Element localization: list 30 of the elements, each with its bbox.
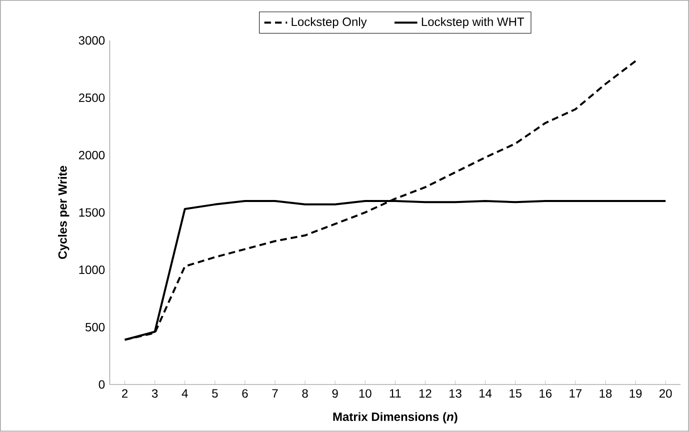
x-tick-label: 16 <box>540 389 552 398</box>
x-tick-label: 20 <box>660 389 672 398</box>
x-tick-label: 14 <box>480 389 492 398</box>
y-axis-title: Cycles per Write <box>58 166 70 260</box>
x-tick-label: 8 <box>302 389 308 398</box>
y-tick-label: 1500 <box>79 208 105 217</box>
x-tick-label: 11 <box>390 389 401 398</box>
x-tick-label: 17 <box>570 389 582 398</box>
x-tick-label: 18 <box>600 389 612 398</box>
x-tick-label: 5 <box>212 389 218 398</box>
y-tick-label: 500 <box>86 323 105 332</box>
y-tick-label: 1000 <box>79 266 105 274</box>
x-tick-label: 10 <box>359 389 372 398</box>
x-axis-title: Matrix Dimensions (n) <box>333 412 458 424</box>
x-tick-label: 3 <box>152 389 158 398</box>
y-tick-label: 3000 <box>78 36 105 45</box>
y-tick-label: 2500 <box>78 94 105 102</box>
legend-label: Lockstep with WHT <box>422 17 524 29</box>
x-tick-label: 6 <box>242 389 248 398</box>
x-tick-label: 13 <box>450 389 462 398</box>
y-tick-label: 2000 <box>78 151 105 160</box>
legend-label: Lockstep Only <box>292 17 367 29</box>
x-tick-label: 7 <box>272 389 278 398</box>
x-tick-label: 19 <box>630 389 642 398</box>
x-tick-label: 12 <box>419 389 432 398</box>
x-tick-label: 4 <box>182 389 188 398</box>
x-tick-label: 2 <box>122 389 128 398</box>
x-tick-label: 9 <box>332 389 338 398</box>
x-tick-label: 15 <box>510 389 522 398</box>
y-tick-label: 0 <box>98 380 105 389</box>
